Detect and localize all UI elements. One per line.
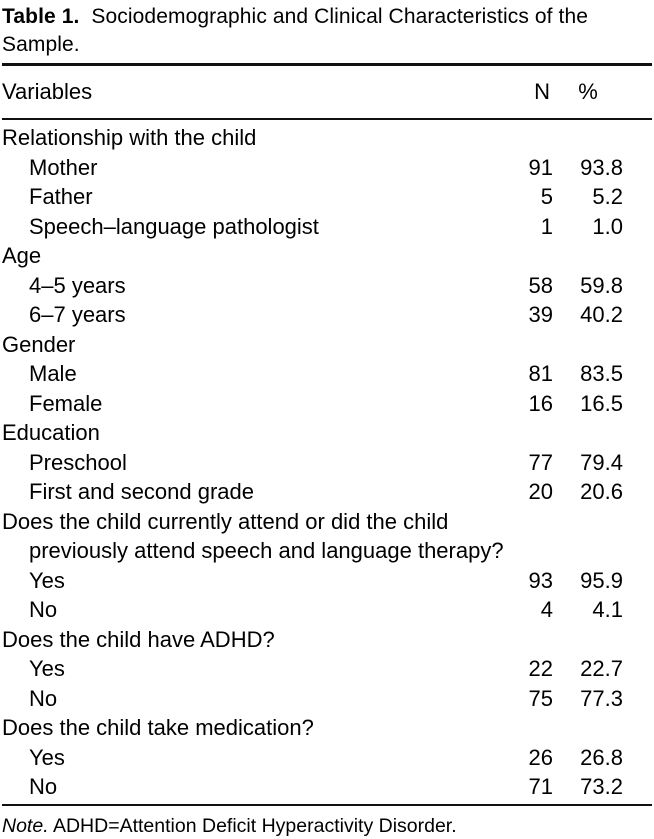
table-row: Education [2, 418, 652, 448]
row-pct-value: 95.9 [580, 567, 623, 593]
row-n-value: 93 [528, 567, 553, 593]
row-n-value: 39 [528, 302, 553, 327]
table-header: Variables N % [2, 66, 652, 118]
row-label: 6–7 years [29, 302, 126, 327]
row-label: Female [29, 390, 103, 416]
column-header-n: N [534, 78, 550, 104]
row-n-value: 22 [528, 656, 553, 681]
table-title: Table 1. Sociodemographic and Clinical C… [2, 3, 652, 59]
table-row: Gender [2, 330, 652, 360]
table-row: Does the child take medication? [2, 713, 652, 743]
row-label: Gender [2, 331, 76, 357]
table-body: Relationship with the child Mother 91 93… [2, 120, 652, 804]
table-number: Table 1. [2, 5, 80, 28]
row-label: Male [29, 361, 77, 386]
table-row: Preschool 77 79.4 [2, 448, 652, 478]
row-pct-value: 40.2 [580, 302, 623, 327]
row-label: 4–5 years [29, 272, 126, 298]
table-row: No 75 77.3 [2, 684, 652, 714]
row-pct-value: 93.8 [580, 154, 623, 180]
row-label: Yes [29, 656, 65, 681]
table-row: Speech–language pathologist 1 1.0 [2, 212, 652, 242]
row-pct-value: 77.3 [580, 685, 623, 711]
row-label: Education [2, 420, 100, 445]
table-row: Age [2, 241, 652, 271]
row-label: No [29, 597, 58, 622]
table-row: Yes 26 26.8 [2, 743, 652, 773]
row-pct-value: 1.0 [592, 213, 623, 239]
row-label: Yes [29, 744, 65, 770]
row-n-value: 1 [540, 213, 553, 239]
row-n-value: 91 [528, 154, 553, 180]
table-row: Does the child have ADHD? [2, 625, 652, 655]
row-label: Relationship with the child [2, 125, 257, 150]
row-pct-value: 79.4 [580, 449, 623, 475]
table-caption-line2: Sample. [2, 33, 80, 56]
row-pct-value: 83.5 [580, 361, 623, 386]
row-pct-value: 5.2 [592, 184, 623, 209]
column-header-pct: % [578, 78, 598, 104]
table-row: Relationship with the child [2, 123, 652, 153]
rule-under-header [2, 117, 652, 120]
table-row: Father 5 5.2 [2, 182, 652, 212]
row-label: Preschool [29, 449, 127, 475]
note-prefix: Note. [2, 815, 49, 837]
row-pct-value: 26.8 [580, 744, 623, 770]
row-pct-value: 16.5 [580, 390, 623, 416]
row-label: Age [2, 243, 42, 268]
row-label: Yes [29, 567, 65, 593]
row-n-value: 5 [540, 184, 553, 209]
row-pct-value: 73.2 [580, 774, 623, 799]
table-row: Mother 91 93.8 [2, 153, 652, 183]
row-label: No [29, 774, 58, 799]
row-n-value: 75 [528, 685, 553, 711]
row-label: Speech–language pathologist [29, 213, 319, 239]
table-row: previously attend speech and language th… [2, 536, 652, 566]
table-row: Does the child currently attend or did t… [2, 507, 652, 537]
row-n-value: 26 [528, 744, 553, 770]
row-n-value: 20 [528, 479, 553, 504]
note-text: ADHD=Attention Deficit Hyperactivity Dis… [52, 815, 457, 837]
table-row: No 4 4.1 [2, 595, 652, 625]
row-label: previously attend speech and language th… [29, 538, 504, 563]
row-n-value: 77 [528, 449, 553, 475]
column-header-variables: Variables [2, 78, 93, 104]
table-note: Note. ADHD=Attention Deficit Hyperactivi… [2, 813, 652, 839]
table-row: Male 81 83.5 [2, 359, 652, 389]
row-label: Does the child currently attend or did t… [2, 508, 449, 534]
table-row: Female 16 16.5 [2, 389, 652, 419]
row-label: Father [29, 184, 93, 209]
row-pct-value: 4.1 [592, 597, 623, 622]
row-n-value: 58 [528, 272, 553, 298]
table-row: Yes 93 95.9 [2, 566, 652, 596]
row-label: Does the child have ADHD? [2, 626, 275, 652]
rule-top [2, 63, 652, 66]
rule-bottom [2, 803, 652, 806]
row-n-value: 71 [528, 774, 553, 799]
row-label: Does the child take medication? [2, 715, 314, 740]
row-label: First and second grade [29, 479, 255, 504]
row-n-value: 16 [528, 390, 553, 416]
table-caption-line1: Sociodemographic and Clinical Characteri… [91, 5, 588, 28]
row-pct-value: 20.6 [580, 479, 623, 504]
row-pct-value: 59.8 [580, 272, 623, 298]
row-n-value: 81 [528, 361, 553, 386]
table-row: Yes 22 22.7 [2, 654, 652, 684]
row-pct-value: 22.7 [580, 656, 623, 681]
table-row: First and second grade 20 20.6 [2, 477, 652, 507]
row-label: Mother [29, 154, 98, 180]
row-label: No [29, 685, 58, 711]
table-row: No 71 73.2 [2, 772, 652, 802]
row-n-value: 4 [540, 597, 553, 622]
table-row: 6–7 years 39 40.2 [2, 300, 652, 330]
table-row: 4–5 years 58 59.8 [2, 271, 652, 301]
